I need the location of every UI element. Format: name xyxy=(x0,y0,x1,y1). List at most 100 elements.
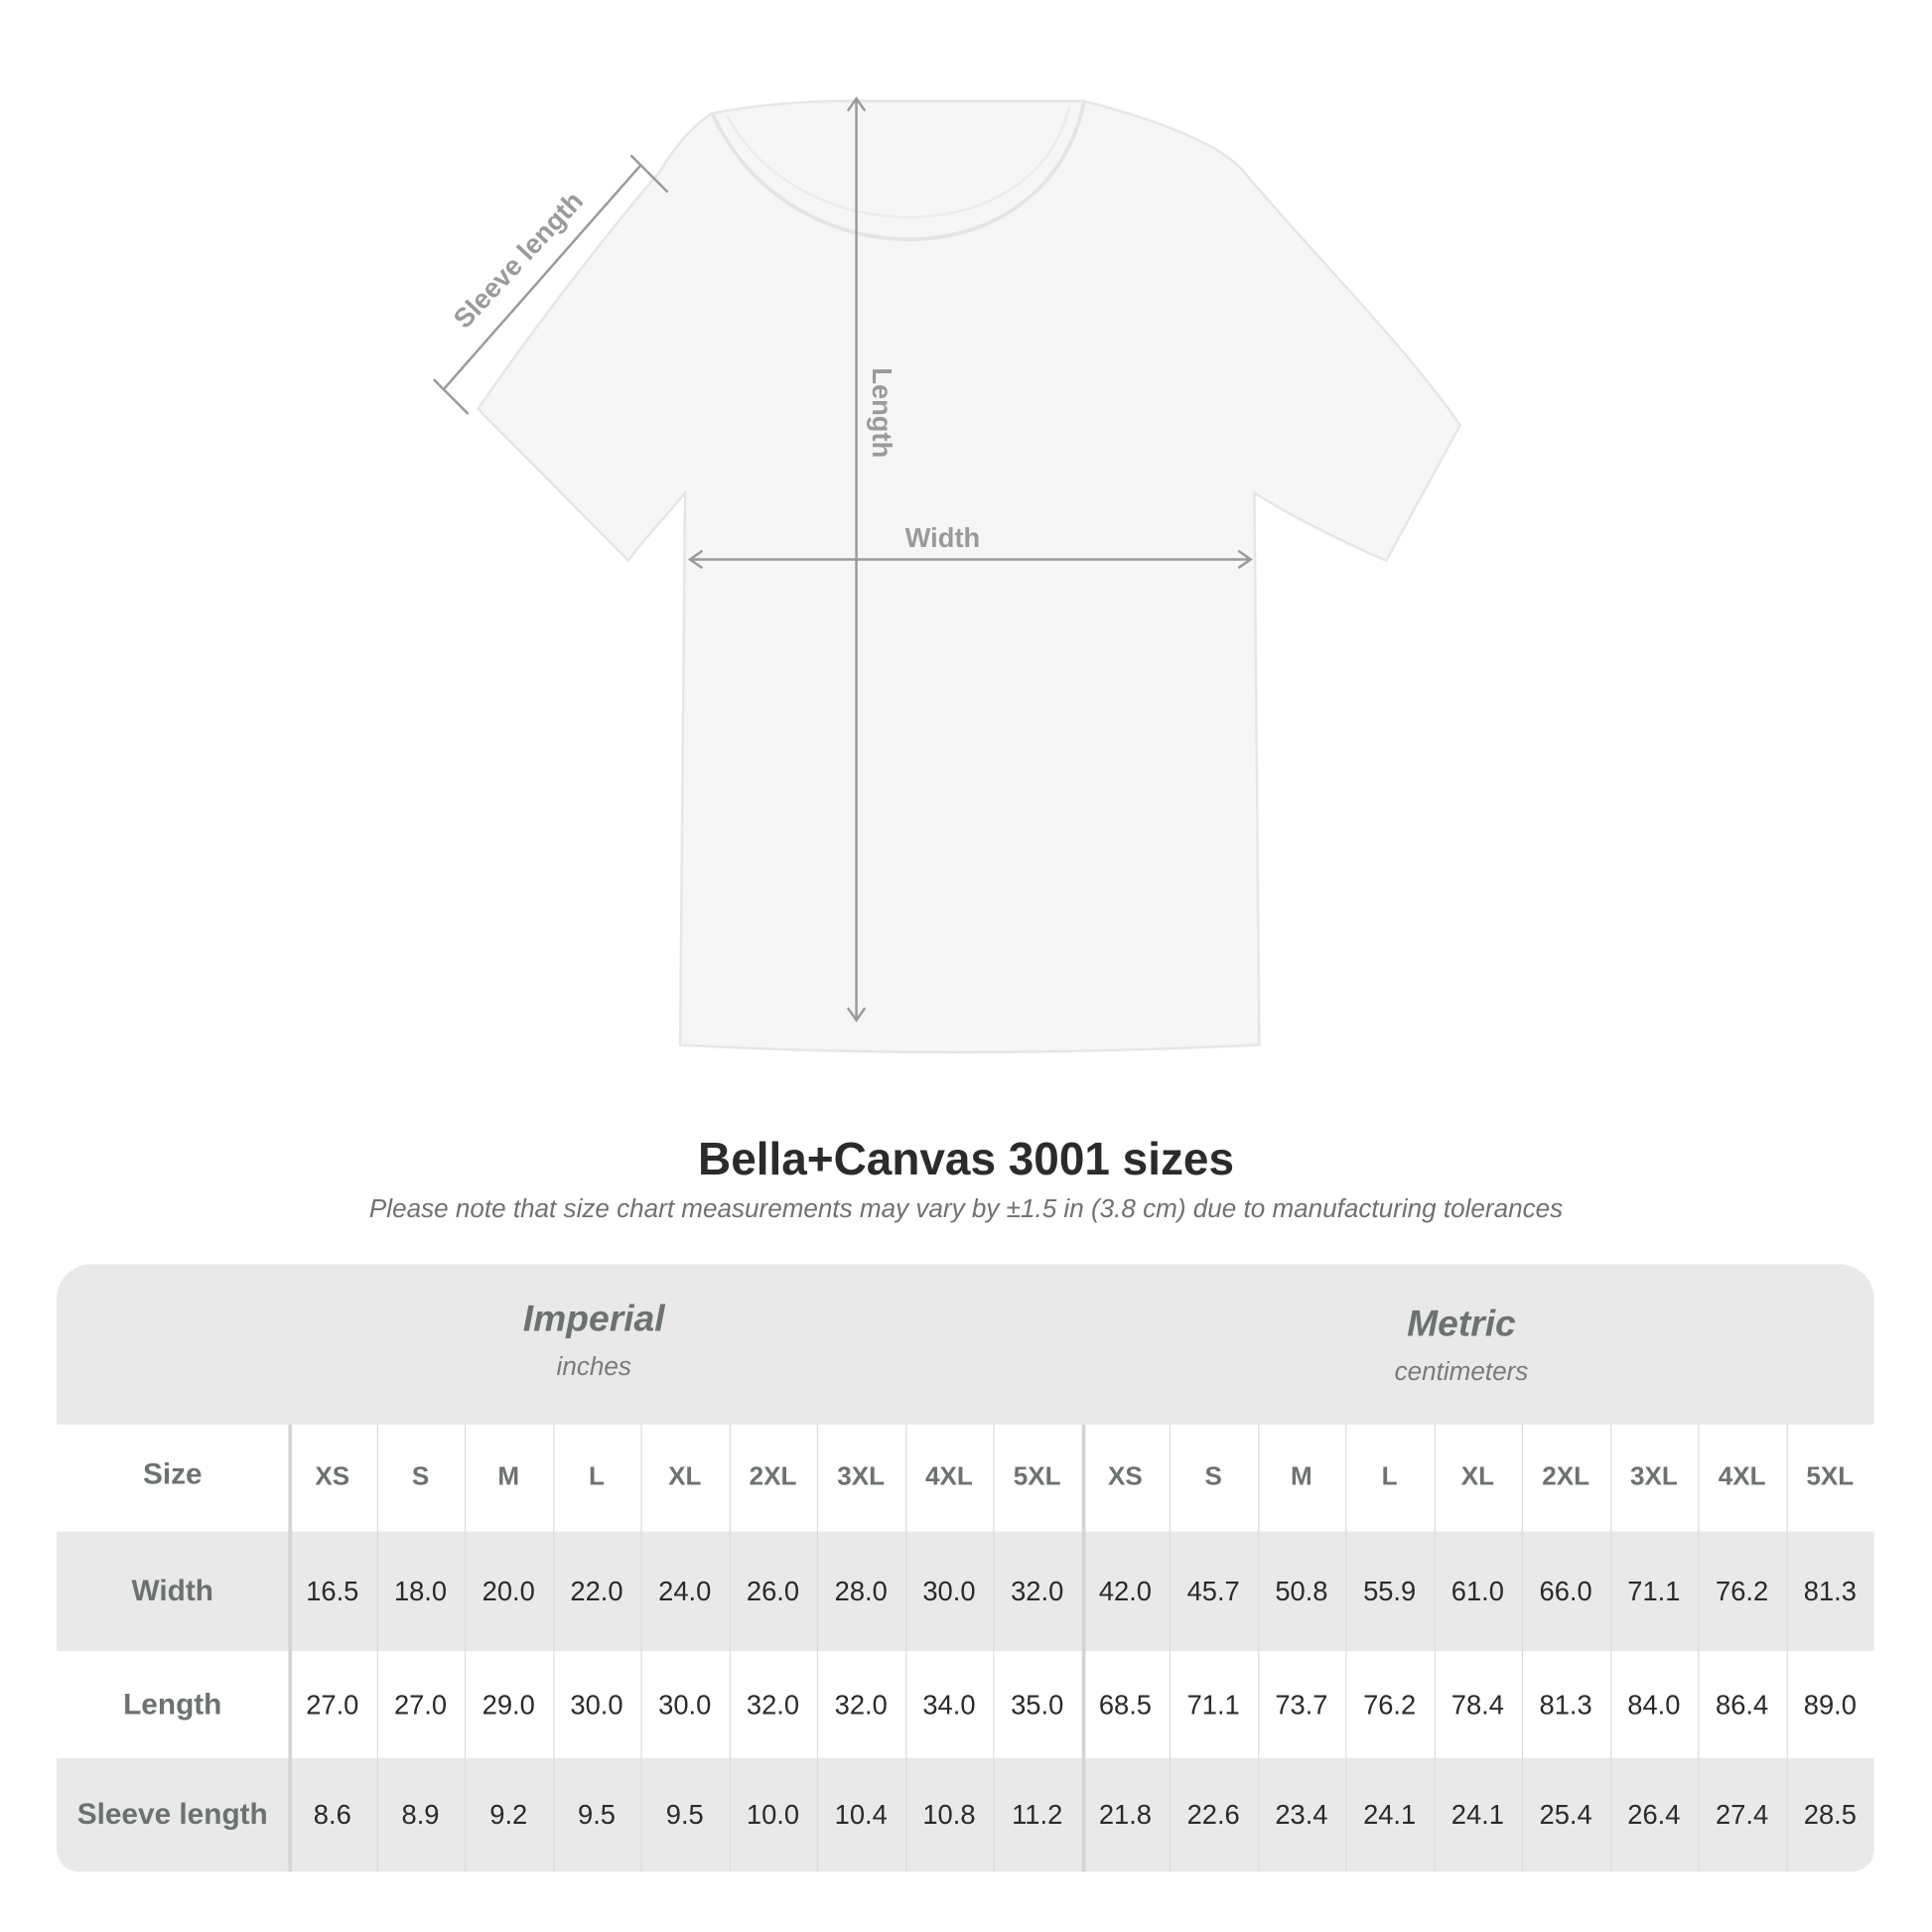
table-cell: 22.0 xyxy=(570,1575,623,1606)
column-divider xyxy=(1434,1424,1436,1872)
table-cell: 45.7 xyxy=(1186,1575,1240,1606)
column-divider xyxy=(640,1424,642,1872)
row-label: Length xyxy=(123,1687,222,1722)
table-cell: 55.9 xyxy=(1363,1575,1417,1606)
column-divider xyxy=(552,1424,554,1872)
table-cell: 28.5 xyxy=(1803,1799,1857,1831)
size-header: XS xyxy=(1108,1461,1143,1491)
table-cell: 50.8 xyxy=(1275,1575,1328,1606)
table-cell: 27.0 xyxy=(306,1688,359,1720)
table-cell: 71.1 xyxy=(1627,1575,1681,1606)
column-divider xyxy=(376,1424,378,1872)
size-header: XL xyxy=(668,1461,702,1491)
table-cell: 68.5 xyxy=(1098,1688,1153,1720)
collar xyxy=(710,100,1086,241)
table-cell: 18.0 xyxy=(393,1575,448,1606)
column-divider xyxy=(816,1424,819,1872)
size-header: 3XL xyxy=(837,1461,886,1491)
table-cell: 9.5 xyxy=(665,1799,704,1831)
width-line xyxy=(687,549,1253,570)
column-divider xyxy=(464,1424,467,1872)
table-cell: 76.2 xyxy=(1363,1688,1417,1720)
size-header: 2XL xyxy=(749,1461,797,1491)
table-cell: 61.0 xyxy=(1450,1575,1504,1606)
row-label: Sleeve length xyxy=(76,1797,268,1832)
table-cell: 9.5 xyxy=(578,1799,616,1831)
metric-header: Metric centimeters xyxy=(1215,1304,1708,1387)
table-cell: 30.0 xyxy=(658,1688,712,1720)
sleeve-length-line xyxy=(432,154,669,415)
table-cell: 81.3 xyxy=(1803,1575,1857,1606)
tolerance-note: Please note that size chart measurements… xyxy=(368,1194,1564,1224)
column-divider xyxy=(1169,1424,1172,1872)
table-cell: 81.3 xyxy=(1539,1688,1592,1720)
table-cell: 66.0 xyxy=(1539,1575,1592,1606)
size-header: XS xyxy=(315,1461,350,1491)
row-band-width xyxy=(57,1531,1874,1652)
table-cell: 25.4 xyxy=(1539,1799,1592,1831)
size-header: S xyxy=(411,1461,430,1491)
row-label: Width xyxy=(131,1574,213,1608)
imperial-header: Imperial inches xyxy=(347,1299,840,1382)
column-divider xyxy=(904,1424,906,1872)
table-cell: 24.1 xyxy=(1363,1799,1417,1831)
size-header: S xyxy=(1204,1461,1222,1491)
table-cell: 30.0 xyxy=(922,1575,976,1606)
column-divider xyxy=(1521,1424,1523,1872)
tshirt-image xyxy=(476,99,1462,1054)
table-cell: 26.4 xyxy=(1627,1799,1681,1831)
table-cell: 86.4 xyxy=(1716,1688,1769,1720)
column-divider xyxy=(1609,1424,1611,1872)
table-cell: 32.0 xyxy=(746,1688,800,1720)
table-cell: 11.2 xyxy=(1012,1799,1063,1831)
table-cell: 35.0 xyxy=(1011,1688,1064,1720)
table-cell: 78.4 xyxy=(1450,1688,1504,1720)
size-header: XL xyxy=(1460,1461,1495,1491)
metric-unit: centimeters xyxy=(1394,1357,1529,1387)
size-table: Imperial inches Metric centimeters Size X… xyxy=(57,1264,1874,1872)
table-cell: 71.1 xyxy=(1186,1688,1240,1720)
table-cell: 32.0 xyxy=(834,1688,888,1720)
column-divider xyxy=(1785,1424,1788,1872)
table-cell: 30.0 xyxy=(570,1688,623,1720)
size-header: M xyxy=(497,1461,520,1491)
column-divider xyxy=(1345,1424,1347,1872)
size-header: 5XL xyxy=(1013,1461,1061,1491)
column-divider xyxy=(729,1424,731,1872)
column-divider xyxy=(1081,1424,1085,1872)
size-header: 2XL xyxy=(1542,1461,1590,1491)
table-cell: 84.0 xyxy=(1627,1688,1681,1720)
column-divider xyxy=(1698,1424,1700,1872)
column-divider xyxy=(288,1424,293,1872)
table-cell: 23.4 xyxy=(1275,1799,1328,1831)
table-cell: 20.0 xyxy=(482,1575,535,1606)
table-cell: 26.0 xyxy=(746,1575,800,1606)
size-header: M xyxy=(1291,1461,1312,1491)
table-cell: 8.9 xyxy=(401,1799,440,1831)
table-cell: 22.6 xyxy=(1186,1799,1240,1831)
table-cell: 24.0 xyxy=(658,1575,712,1606)
column-divider xyxy=(993,1424,995,1872)
table-cell: 27.4 xyxy=(1716,1799,1769,1831)
table-cell: 42.0 xyxy=(1098,1575,1153,1606)
table-cell: 29.0 xyxy=(482,1688,535,1720)
table-cell: 32.0 xyxy=(1011,1575,1064,1606)
table-cell: 8.6 xyxy=(313,1799,351,1831)
table-cell: 10.4 xyxy=(834,1799,888,1831)
size-header: 4XL xyxy=(1718,1461,1766,1491)
table-cell: 10.8 xyxy=(922,1799,976,1831)
table-cell: 16.5 xyxy=(306,1575,359,1606)
size-header: 4XL xyxy=(925,1461,973,1491)
table-cell: 76.2 xyxy=(1716,1575,1769,1606)
header-band xyxy=(57,1264,1874,1425)
row-band-sleeve xyxy=(57,1758,1874,1872)
length-label: Length xyxy=(867,367,897,458)
size-header: 5XL xyxy=(1806,1461,1855,1491)
imperial-title: Imperial xyxy=(522,1299,665,1340)
page-title: Bella+Canvas 3001 sizes xyxy=(698,1133,1235,1184)
width-label: Width xyxy=(905,522,981,553)
table-cell: 9.2 xyxy=(489,1799,528,1831)
tshirt-diagram: Sleeve length Length Width xyxy=(432,96,1462,1054)
size-header: L xyxy=(589,1461,605,1491)
imperial-unit: inches xyxy=(556,1352,631,1382)
